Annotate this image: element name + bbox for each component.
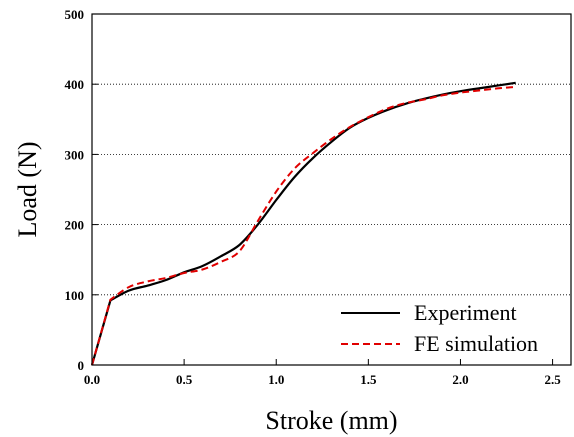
x-tick-label-1.0: 1.0 xyxy=(268,372,284,387)
x-tick-label-0.0: 0.0 xyxy=(84,372,100,387)
y-tick-label-300: 300 xyxy=(65,147,85,162)
y-axis-ticks: 0 100 200 300 400 500 xyxy=(65,7,98,373)
y-tick-label-200: 200 xyxy=(65,218,85,233)
y-tick-label-0: 0 xyxy=(78,358,85,373)
series-lines xyxy=(90,81,516,366)
legend-label-experiment: Experiment xyxy=(414,300,517,325)
x-tick-label-1.5: 1.5 xyxy=(360,372,377,387)
legend-label-fe-simulation: FE simulation xyxy=(414,331,538,356)
x-tick-label-2.0: 2.0 xyxy=(452,372,468,387)
plot-frame xyxy=(91,13,572,366)
series-line-fe-simulation xyxy=(91,86,516,366)
x-axis-title: Stroke (mm) xyxy=(265,406,397,435)
y-tick-label-400: 400 xyxy=(65,77,85,92)
x-axis-ticks: 0.0 0.5 1.0 1.5 2.0 2.5 xyxy=(84,359,561,387)
y-axis-title: Load (N) xyxy=(13,141,42,237)
y-tick-label-100: 100 xyxy=(65,288,85,303)
grid-lines xyxy=(92,83,571,296)
x-tick-label-0.5: 0.5 xyxy=(176,372,193,387)
y-tick-label-500: 500 xyxy=(65,7,85,22)
legend: Experiment FE simulation xyxy=(341,300,538,356)
x-tick-label-2.5: 2.5 xyxy=(544,372,561,387)
